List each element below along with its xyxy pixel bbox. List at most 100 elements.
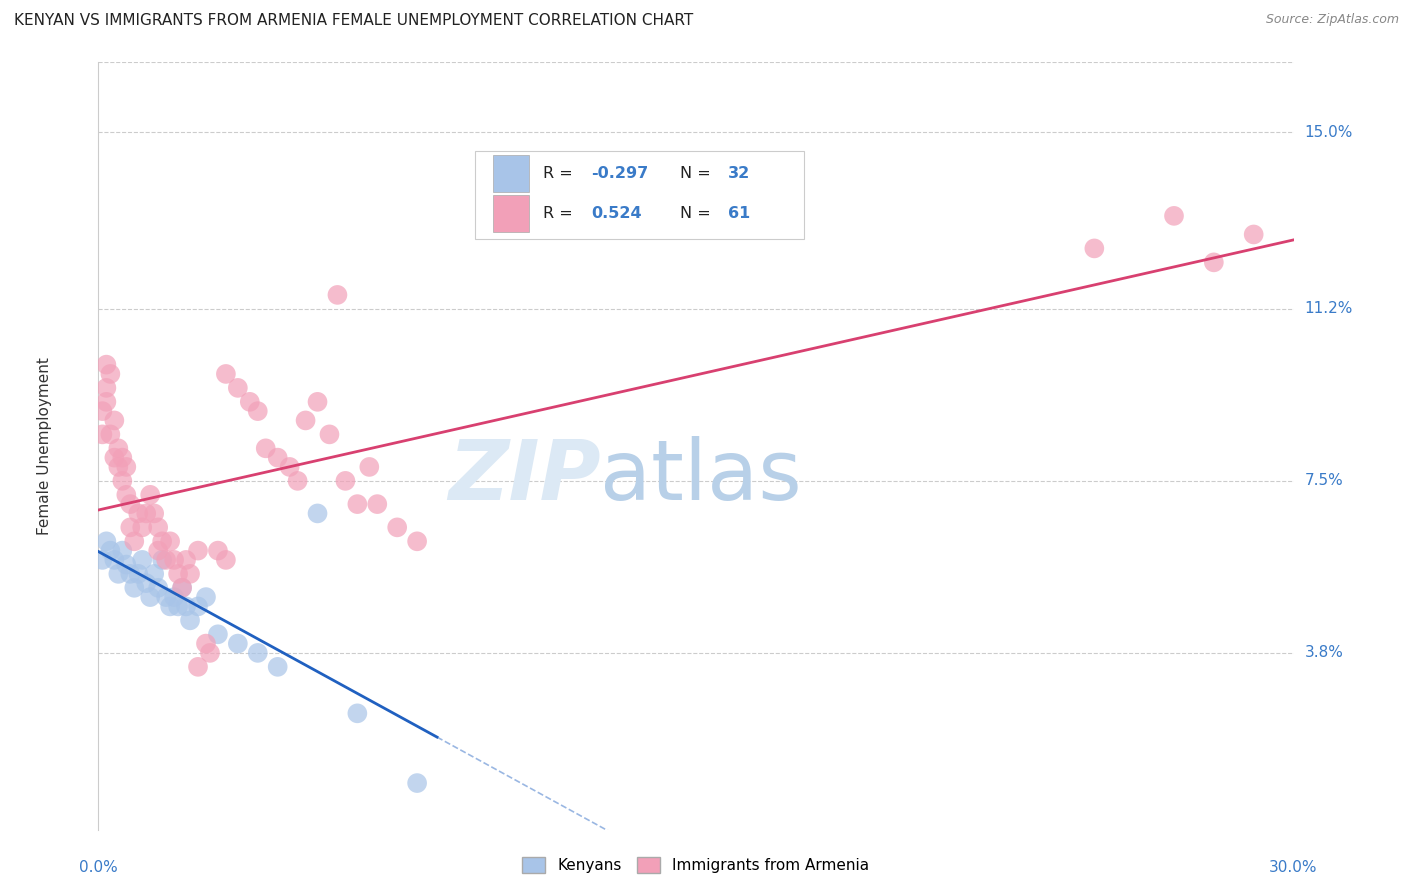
Point [124, 581, 146, 595]
Point [215, 553, 238, 567]
Point [226, 637, 249, 651]
Text: Female Unemployment: Female Unemployment [37, 357, 52, 535]
Bar [494, 195, 529, 232]
Text: N =: N = [681, 206, 716, 221]
Text: 0.524: 0.524 [591, 206, 641, 221]
Point [278, 459, 301, 474]
Text: 61: 61 [728, 206, 751, 221]
Point [91, 404, 114, 418]
Point [187, 660, 209, 674]
Bar [475, 151, 804, 239]
Point [174, 599, 197, 614]
Point [207, 627, 229, 641]
Point [326, 288, 349, 302]
Point [179, 566, 201, 581]
Point [198, 646, 221, 660]
Point [96, 534, 118, 549]
Point [120, 566, 142, 581]
Point [406, 534, 429, 549]
Point [98, 427, 122, 442]
Text: ZIP: ZIP [447, 436, 600, 517]
Point [135, 576, 157, 591]
Point [287, 474, 309, 488]
Point [163, 553, 186, 567]
Text: atlas: atlas [600, 436, 801, 517]
Bar [494, 155, 529, 192]
Point [318, 427, 340, 442]
Text: 7.5%: 7.5% [1305, 474, 1343, 488]
Point [98, 367, 122, 381]
Point [159, 599, 181, 614]
Point [167, 566, 190, 581]
Point [120, 520, 142, 534]
Text: R =: R = [543, 206, 578, 221]
Point [139, 488, 162, 502]
Point [120, 497, 142, 511]
Point [96, 394, 118, 409]
Point [115, 558, 138, 572]
Point [1083, 241, 1105, 255]
Point [91, 427, 114, 442]
Point [111, 543, 134, 558]
Point [111, 450, 134, 465]
Point [115, 459, 138, 474]
Point [195, 590, 218, 604]
Text: KENYAN VS IMMIGRANTS FROM ARMENIA FEMALE UNEMPLOYMENT CORRELATION CHART: KENYAN VS IMMIGRANTS FROM ARMENIA FEMALE… [14, 13, 693, 29]
Point [124, 534, 146, 549]
Point [155, 553, 177, 567]
Point [155, 590, 177, 604]
Point [103, 553, 125, 567]
Point [294, 413, 316, 427]
Point [195, 637, 218, 651]
Point [187, 543, 209, 558]
Point [150, 534, 173, 549]
Point [179, 613, 201, 627]
Point [107, 566, 129, 581]
Point [96, 358, 118, 372]
Point [103, 413, 125, 427]
Point [307, 507, 329, 521]
Point [115, 488, 138, 502]
Point [172, 581, 194, 595]
Text: 15.0%: 15.0% [1305, 125, 1353, 140]
Point [98, 543, 122, 558]
Point [187, 599, 209, 614]
Point [1243, 227, 1265, 242]
Point [148, 543, 170, 558]
Text: -0.297: -0.297 [591, 166, 648, 181]
Point [143, 566, 166, 581]
Point [406, 776, 429, 790]
Point [307, 394, 329, 409]
Point [267, 450, 290, 465]
Point [148, 581, 170, 595]
Text: 0.0%: 0.0% [79, 860, 118, 875]
Text: Source: ZipAtlas.com: Source: ZipAtlas.com [1265, 13, 1399, 27]
Point [127, 507, 149, 521]
Point [366, 497, 388, 511]
Point [111, 474, 134, 488]
Point [346, 706, 368, 721]
Text: 3.8%: 3.8% [1305, 646, 1344, 660]
Point [107, 459, 129, 474]
Point [267, 660, 290, 674]
Point [159, 534, 181, 549]
Point [107, 442, 129, 456]
Point [163, 590, 186, 604]
Point [1202, 255, 1225, 269]
Point [167, 599, 190, 614]
Point [135, 507, 157, 521]
Legend: Kenyans, Immigrants from Armenia: Kenyans, Immigrants from Armenia [516, 851, 876, 880]
Point [1163, 209, 1185, 223]
Text: N =: N = [681, 166, 716, 181]
Point [215, 367, 238, 381]
Point [385, 520, 409, 534]
Text: 32: 32 [728, 166, 751, 181]
Point [96, 381, 118, 395]
Point [131, 553, 153, 567]
Point [127, 566, 149, 581]
Point [335, 474, 357, 488]
Text: 11.2%: 11.2% [1305, 301, 1353, 317]
Point [143, 507, 166, 521]
Point [207, 543, 229, 558]
Point [172, 581, 194, 595]
